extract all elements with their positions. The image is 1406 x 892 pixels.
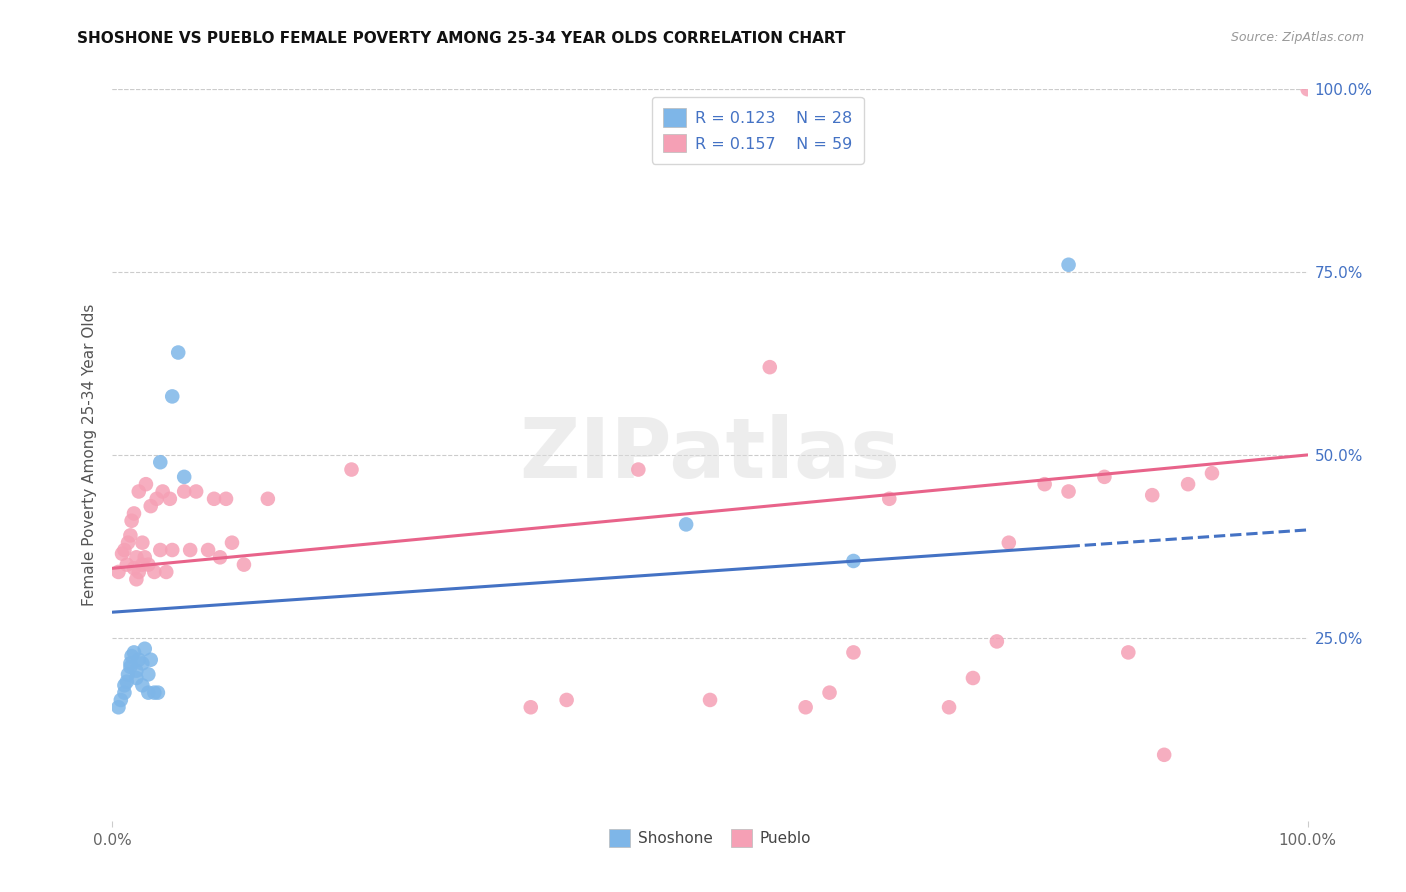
Point xyxy=(173,470,195,484)
Point xyxy=(145,491,167,506)
Point xyxy=(842,645,865,659)
Point xyxy=(842,554,865,568)
Point xyxy=(114,678,135,692)
Legend: Shoshone, Pueblo: Shoshone, Pueblo xyxy=(603,823,817,854)
Point xyxy=(120,657,142,671)
Point xyxy=(1118,645,1140,659)
Point xyxy=(257,491,280,506)
Point xyxy=(134,550,156,565)
Point xyxy=(1201,466,1223,480)
Point xyxy=(128,653,150,667)
Point xyxy=(1177,477,1199,491)
Point xyxy=(179,543,201,558)
Point xyxy=(986,634,1008,648)
Point xyxy=(818,686,841,700)
Point xyxy=(233,558,256,572)
Point xyxy=(167,345,190,359)
Point xyxy=(139,499,162,513)
Point xyxy=(675,517,697,532)
Point xyxy=(125,671,148,685)
Point xyxy=(138,686,160,700)
Point xyxy=(340,462,363,476)
Point xyxy=(138,558,160,572)
Text: SHOSHONE VS PUEBLO FEMALE POVERTY AMONG 25-34 YEAR OLDS CORRELATION CHART: SHOSHONE VS PUEBLO FEMALE POVERTY AMONG … xyxy=(77,31,846,46)
Point xyxy=(111,547,134,561)
Point xyxy=(962,671,984,685)
Point xyxy=(138,667,160,681)
Point xyxy=(117,535,139,549)
Point xyxy=(149,543,172,558)
Point xyxy=(998,535,1021,549)
Point xyxy=(159,491,181,506)
Point xyxy=(1153,747,1175,762)
Point xyxy=(155,565,177,579)
Point xyxy=(759,360,782,375)
Point xyxy=(938,700,960,714)
Point xyxy=(699,693,721,707)
Point xyxy=(1296,82,1319,96)
Point xyxy=(186,484,208,499)
Point xyxy=(1057,484,1080,499)
Point xyxy=(122,507,145,521)
Point xyxy=(162,543,183,558)
Point xyxy=(131,657,153,671)
Point xyxy=(209,550,232,565)
Point xyxy=(110,693,132,707)
Point xyxy=(122,645,145,659)
Point xyxy=(115,558,138,572)
Point xyxy=(152,484,174,499)
Point xyxy=(149,455,172,469)
Point xyxy=(215,491,238,506)
Point xyxy=(879,491,901,506)
Point xyxy=(107,700,129,714)
Point xyxy=(120,528,142,542)
Point xyxy=(221,535,243,549)
Point xyxy=(134,641,156,656)
Point xyxy=(162,389,183,403)
Point xyxy=(143,686,166,700)
Point xyxy=(125,550,148,565)
Y-axis label: Female Poverty Among 25-34 Year Olds: Female Poverty Among 25-34 Year Olds xyxy=(82,304,97,606)
Point xyxy=(555,693,578,707)
Point xyxy=(122,561,145,575)
Text: ZIPatlas: ZIPatlas xyxy=(520,415,900,495)
Point xyxy=(197,543,219,558)
Point xyxy=(121,649,143,664)
Point xyxy=(121,514,143,528)
Point xyxy=(128,565,150,579)
Point xyxy=(114,686,135,700)
Text: Source: ZipAtlas.com: Source: ZipAtlas.com xyxy=(1230,31,1364,45)
Point xyxy=(520,700,543,714)
Point xyxy=(125,572,148,586)
Point xyxy=(1094,470,1116,484)
Point xyxy=(173,484,195,499)
Point xyxy=(115,674,138,689)
Point xyxy=(125,664,148,678)
Point xyxy=(135,477,157,491)
Point xyxy=(202,491,225,506)
Point xyxy=(117,667,139,681)
Point xyxy=(1033,477,1056,491)
Point xyxy=(143,565,166,579)
Point xyxy=(146,686,169,700)
Point xyxy=(627,462,650,476)
Point xyxy=(120,660,142,674)
Point xyxy=(1142,488,1164,502)
Point xyxy=(131,678,153,692)
Point xyxy=(131,535,153,549)
Point xyxy=(794,700,817,714)
Point xyxy=(139,653,162,667)
Point xyxy=(107,565,129,579)
Point xyxy=(128,484,150,499)
Point xyxy=(1057,258,1080,272)
Point xyxy=(114,543,135,558)
Point xyxy=(131,558,153,572)
